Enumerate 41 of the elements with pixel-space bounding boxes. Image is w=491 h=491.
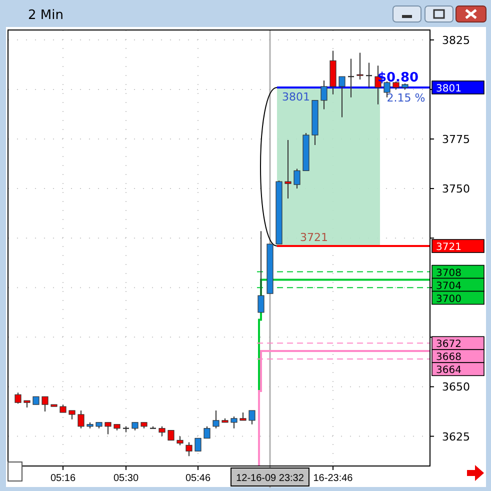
x-tick-label: 05:46 bbox=[185, 473, 211, 484]
annotation: 3801 bbox=[282, 90, 310, 104]
candlestick bbox=[284, 139, 292, 199]
candlestick bbox=[42, 396, 48, 412]
ref-line-label: 3708 bbox=[436, 268, 462, 279]
candlestick bbox=[194, 438, 202, 452]
candlestick bbox=[230, 416, 238, 429]
ref-line-label: 3801 bbox=[436, 83, 462, 94]
candlestick bbox=[258, 230, 264, 313]
candlestick bbox=[320, 80, 328, 110]
annotation: $0.80 bbox=[377, 70, 419, 86]
candlestick bbox=[168, 430, 174, 441]
annotation: 3721 bbox=[300, 231, 328, 244]
candlestick bbox=[204, 426, 210, 439]
y-tick-label: 3775 bbox=[442, 133, 470, 146]
candlestick bbox=[356, 52, 364, 80]
candlestick bbox=[338, 76, 346, 118]
ref-line-label: 3668 bbox=[436, 352, 462, 364]
candlestick bbox=[78, 410, 84, 429]
x-tick-label: 05:16 bbox=[50, 473, 76, 484]
candlestick bbox=[212, 410, 220, 429]
y-tick-label: 3625 bbox=[442, 430, 470, 444]
annotation: 2.15 % bbox=[386, 91, 426, 104]
x-tick-label: 16-23:46 bbox=[313, 473, 354, 484]
candlestick bbox=[14, 392, 22, 404]
y-tick-label: 3825 bbox=[442, 34, 470, 47]
ref-line-label: 3664 bbox=[436, 365, 462, 376]
x-tick-label: 05:30 bbox=[113, 473, 139, 484]
x-tick-label: 12-16-09 23:32 bbox=[236, 473, 304, 484]
candlestick bbox=[186, 442, 192, 457]
ref-line-label: 3721 bbox=[436, 242, 462, 254]
ref-line-label: 3672 bbox=[436, 339, 462, 350]
candlestick bbox=[104, 422, 112, 435]
y-tick-label: 3750 bbox=[442, 182, 470, 196]
ref-line-label: 3700 bbox=[436, 294, 462, 305]
candlestick bbox=[158, 426, 166, 437]
candlestick bbox=[248, 410, 256, 425]
chart-title: 2 Min bbox=[28, 8, 64, 23]
y-tick-label: 3650 bbox=[442, 380, 470, 394]
ref-line-label: 3704 bbox=[436, 280, 462, 292]
candlestick bbox=[294, 168, 300, 190]
